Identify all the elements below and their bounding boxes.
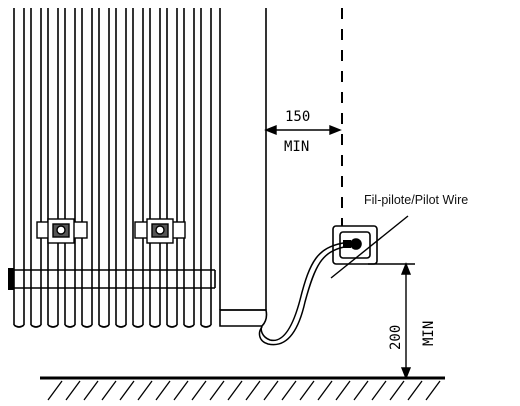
radiator-tubes xyxy=(13,8,212,328)
side-clearance-unit: MIN xyxy=(284,139,309,155)
floor-clearance-dimension xyxy=(400,262,412,380)
wall-socket xyxy=(332,225,378,265)
wall-bracket-left xyxy=(36,218,88,244)
pilot-wire-leader xyxy=(330,215,409,279)
radiator-control-panel xyxy=(219,8,268,327)
side-clearance-value: 150 xyxy=(285,109,310,125)
pilot-wire-label: Fil-pilote/Pilot Wire xyxy=(364,193,468,207)
floor-clearance-value: 200 xyxy=(388,325,404,350)
floor xyxy=(40,376,445,401)
pilot-wire-cable xyxy=(258,242,345,346)
radiator-manifold xyxy=(8,268,216,290)
floor-clearance-unit: MIN xyxy=(421,321,437,346)
side-clearance-dimension xyxy=(264,124,342,136)
wall-bracket-right xyxy=(134,218,186,244)
